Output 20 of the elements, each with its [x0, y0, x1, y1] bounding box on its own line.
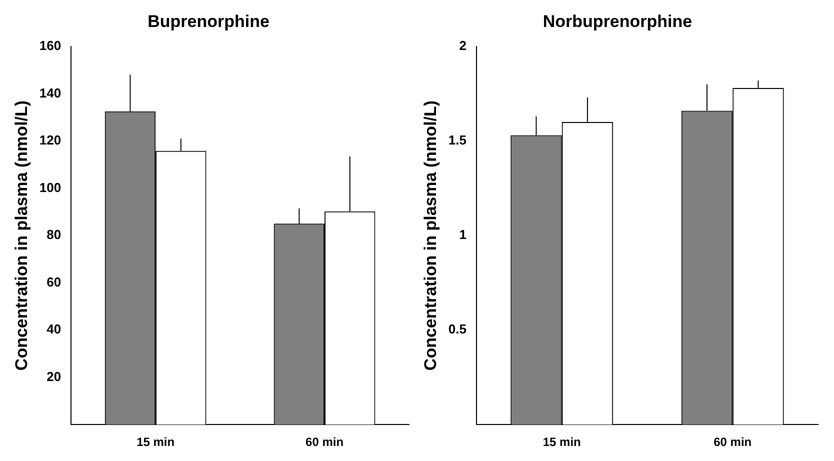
y-tick-label: 40	[46, 322, 62, 337]
y-tick-label: 80	[46, 227, 62, 242]
chart-title: Buprenorphine	[148, 12, 270, 31]
x-tick-label: 60 min	[714, 435, 752, 450]
y-tick-label: 160	[39, 38, 62, 53]
y-tick-label: 2	[459, 38, 466, 53]
x-tick-label: 15 min	[136, 435, 175, 450]
y-tick-label: 20	[46, 368, 62, 384]
y-axis-title: Concentration in plasma (nmol/L)	[420, 100, 440, 371]
x-tick-label: 60 min	[306, 435, 344, 450]
y-tick-label: 1.5	[448, 132, 466, 148]
y-tick-label: 0.5	[448, 322, 466, 337]
y-tick-label: 120	[39, 132, 62, 148]
y-tick-label: 140	[39, 85, 62, 100]
y-tick-label: 100	[39, 180, 62, 195]
chart-title: Norbuprenorphine	[542, 12, 692, 31]
y-axis-title: Concentration in plasma (nmol/L)	[12, 100, 31, 371]
y-tick-label: 60	[46, 274, 62, 290]
x-tick-label: 15 min	[542, 435, 581, 450]
y-tick-label: 1	[459, 227, 466, 242]
